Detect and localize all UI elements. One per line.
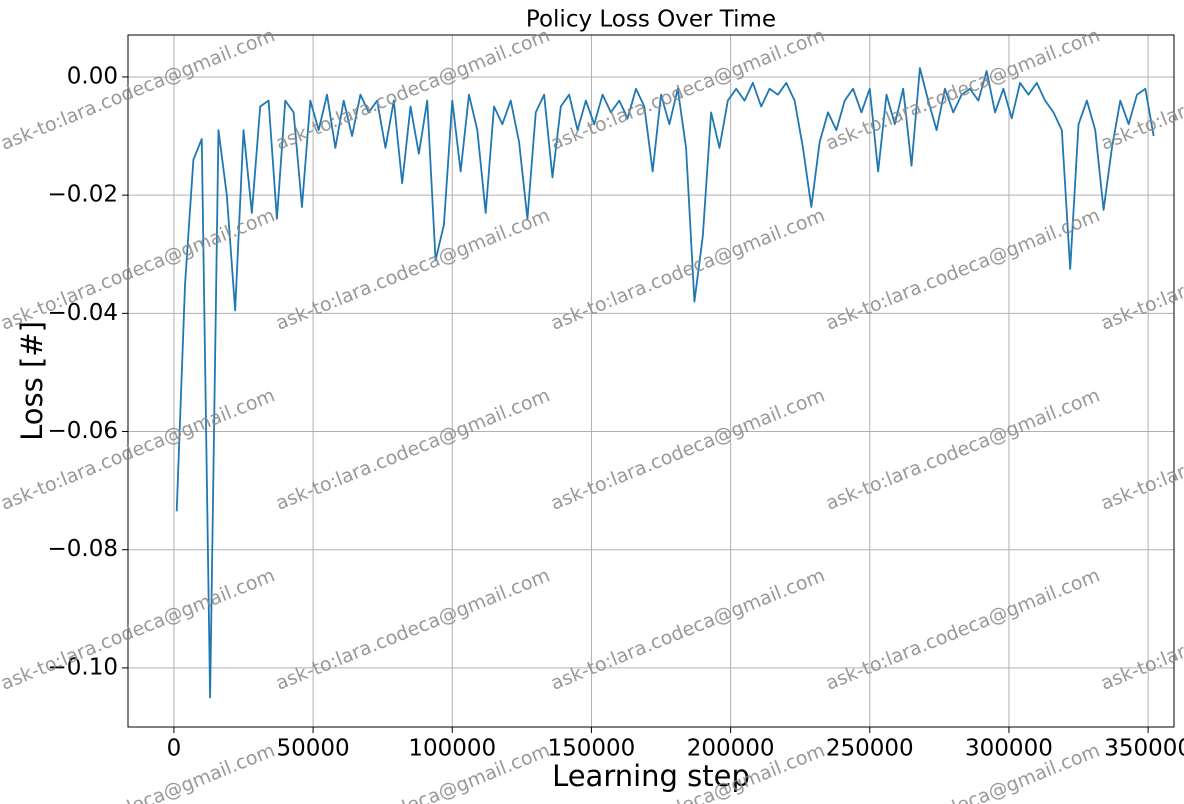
- chart-title: Policy Loss Over Time: [526, 7, 776, 33]
- watermark: ask-to:lara.codeca@gmail.com: [1098, 24, 1184, 154]
- watermark: ask-to:lara.codeca@gmail.com: [273, 24, 553, 154]
- x-tick-label: 150000: [548, 736, 636, 762]
- y-tick-label: 0.00: [67, 63, 118, 89]
- x-tick-label: 50000: [277, 736, 350, 762]
- y-axis-label: Loss [#]: [15, 321, 49, 441]
- data-line: [175, 67, 1155, 699]
- x-tick-label: 200000: [687, 736, 775, 762]
- x-tick-label: 0: [167, 736, 182, 762]
- watermark: ask-to:lara.codeca@gmail.com: [1098, 384, 1184, 514]
- watermark: ask-to:lara.codeca@gmail.com: [548, 384, 828, 514]
- y-tick-label: −0.04: [48, 300, 118, 326]
- y-tick-label: −0.10: [48, 654, 118, 680]
- watermark: ask-to:lara.codeca@gmail.com: [548, 564, 828, 694]
- watermark: ask-to:lara.codeca@gmail.com: [548, 24, 828, 154]
- x-tick-label: 100000: [408, 736, 496, 762]
- watermark: ask-to:lara.codeca@gmail.com: [0, 24, 278, 154]
- watermark: ask-to:lara.codeca@gmail.com: [548, 204, 828, 334]
- x-tick-label: 250000: [826, 736, 914, 762]
- y-tick-label: −0.08: [48, 536, 118, 562]
- watermark: ask-to:lara.codeca@gmail.com: [273, 384, 553, 514]
- watermark: ask-to:lara.codeca@gmail.com: [273, 564, 553, 694]
- x-tick-label: 300000: [965, 736, 1053, 762]
- plot-frame: [127, 34, 1175, 728]
- watermark: ask-to:lara.codeca@gmail.com: [0, 739, 278, 804]
- watermark: ask-to:lara.codeca@gmail.com: [823, 384, 1103, 514]
- watermark: ask-to:lara.codeca@gmail.com: [823, 24, 1103, 154]
- watermark: ask-to:lara.codeca@gmail.com: [0, 564, 278, 694]
- watermark: ask-to:lara.codeca@gmail.com: [1098, 564, 1184, 694]
- watermark: ask-to:lara.codeca@gmail.com: [823, 564, 1103, 694]
- y-tick-label: −0.02: [48, 182, 118, 208]
- x-tick-label: 350000: [1104, 736, 1184, 762]
- watermark: ask-to:lara.codeca@gmail.com: [1098, 204, 1184, 334]
- watermark: ask-to:lara.codeca@gmail.com: [823, 204, 1103, 334]
- x-axis-label: Learning step: [552, 759, 750, 793]
- y-tick-label: −0.06: [48, 418, 118, 444]
- watermark: ask-to:lara.codeca@gmail.com: [273, 204, 553, 334]
